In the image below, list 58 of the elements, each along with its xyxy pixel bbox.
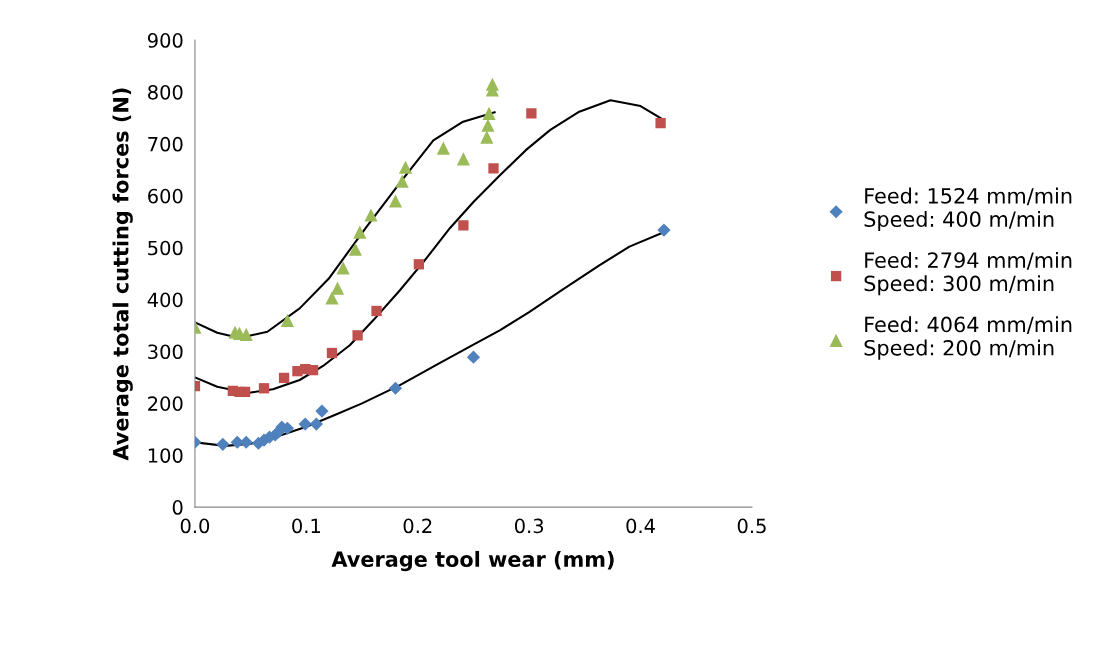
point xyxy=(485,77,499,91)
legend-label: Feed: 4064 mm/min Speed: 200 m/min xyxy=(864,316,1072,360)
x-tick-label: 0.5 xyxy=(737,518,766,534)
y-tick-label: 300 xyxy=(148,344,183,360)
legend-label: Feed: 1524 mm/min Speed: 400 m/min xyxy=(864,187,1072,232)
point xyxy=(348,242,362,256)
point xyxy=(307,364,319,376)
point xyxy=(526,108,537,119)
point xyxy=(216,437,230,451)
point xyxy=(482,106,496,120)
point xyxy=(280,313,294,327)
y-axis-title: Average total cutting forces (N) xyxy=(112,88,133,461)
y-tick-label: 600 xyxy=(148,188,183,204)
x-axis-title: Average tool wear (mm) xyxy=(331,550,614,572)
point xyxy=(352,330,363,341)
y-tick-label: 400 xyxy=(147,292,183,308)
point xyxy=(278,372,290,384)
point xyxy=(309,417,323,431)
point xyxy=(298,417,312,431)
point xyxy=(456,152,471,166)
point xyxy=(395,174,409,188)
y-tick-label: 200 xyxy=(148,396,183,411)
point xyxy=(481,118,495,132)
point xyxy=(657,223,671,237)
x-tick-label: 0.1 xyxy=(292,518,321,534)
point xyxy=(364,208,378,222)
point xyxy=(239,435,253,449)
point xyxy=(413,259,425,270)
y-tick-label: 700 xyxy=(148,136,183,152)
point xyxy=(480,130,494,144)
point xyxy=(325,291,339,305)
point xyxy=(655,118,666,129)
point xyxy=(239,327,253,341)
point xyxy=(398,160,413,174)
point xyxy=(353,225,367,239)
x-tick-label: 0.4 xyxy=(626,518,655,534)
point xyxy=(239,386,251,398)
y-tick-label: 900 xyxy=(147,33,183,48)
point xyxy=(488,163,499,174)
y-tick-label: 800 xyxy=(148,84,183,100)
point xyxy=(330,281,345,295)
point xyxy=(458,220,469,231)
x-tick-label: 0.2 xyxy=(403,518,432,534)
y-tick-label: 100 xyxy=(148,448,183,463)
point xyxy=(258,383,270,394)
point xyxy=(315,404,329,418)
point xyxy=(388,381,403,395)
point xyxy=(388,194,403,208)
x-tick-label: 0.3 xyxy=(514,518,544,534)
x-tick-label: 0.0 xyxy=(180,518,210,534)
point xyxy=(326,347,338,359)
point xyxy=(371,305,382,317)
point xyxy=(436,141,450,155)
point xyxy=(466,350,481,364)
y-tick-label: 0 xyxy=(172,500,183,515)
point xyxy=(336,261,350,275)
y-tick-label: 500 xyxy=(148,240,183,256)
legend-label: Feed: 2794 mm/min Speed: 300 m/min xyxy=(864,251,1072,296)
